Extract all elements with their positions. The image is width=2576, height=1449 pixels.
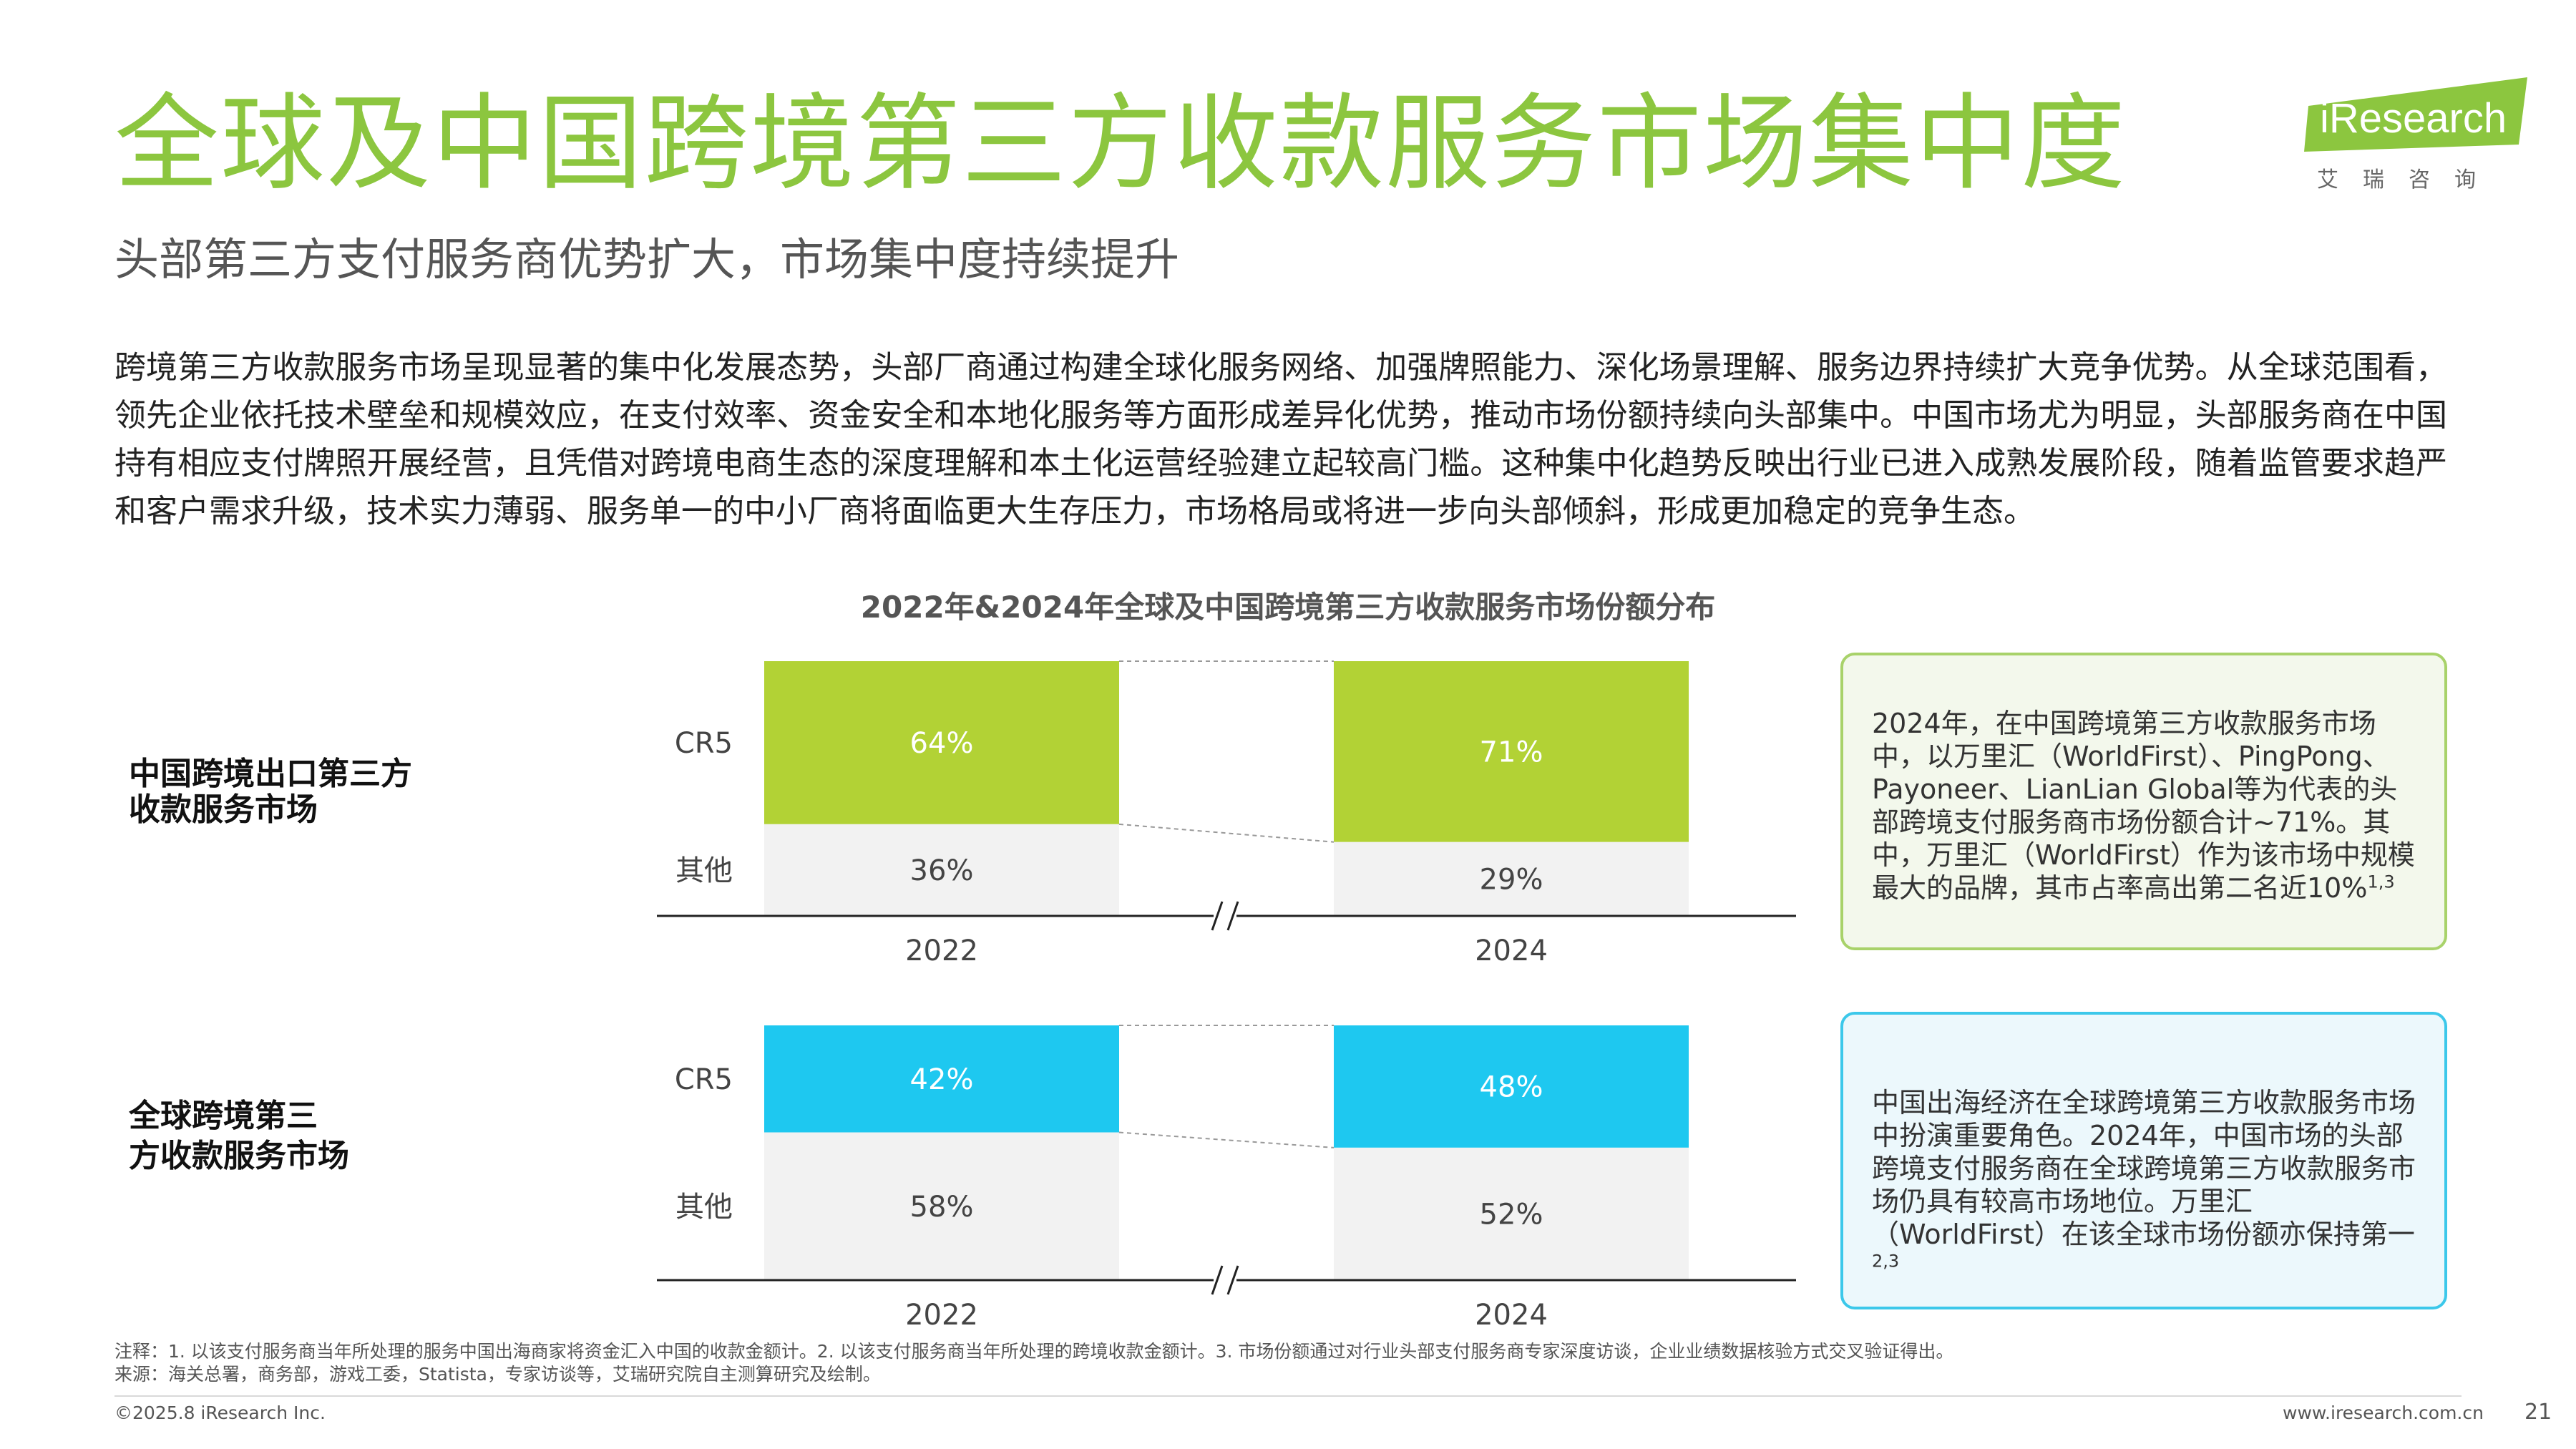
footnote: 注释：1. 以该支付服务商当年所处理的服务中国出海商家将资金汇入中国的收款金额计…: [114, 1340, 1953, 1386]
series-label-global-other: 其他: [675, 1191, 733, 1224]
panel-label-global-2: 方收款服务市场: [129, 1138, 349, 1174]
bar-china-other-2024: [1334, 841, 1689, 916]
bar-china-other-2022: [764, 824, 1119, 916]
callout-global-market: 中国出海经济在全球跨境第三方收款服务市场中扮演重要角色。2024年，中国市场的头…: [1840, 1012, 2447, 1309]
panel-label-china-1: 中国跨境出口第三方: [129, 756, 412, 792]
chart-title: 2022年&2024年全球及中国跨境第三方收款服务市场份额分布: [860, 590, 1716, 625]
website-link[interactable]: www.iresearch.com.cn: [2283, 1402, 2484, 1423]
bar-global-cr5-2022: [764, 1025, 1119, 1133]
page-number: 21: [2524, 1400, 2552, 1425]
copyright: ©2025.8 iResearch Inc.: [114, 1402, 326, 1423]
label-global-cr5-2022: 42%: [910, 1063, 974, 1096]
iresearch-logo: iResearch 艾瑞咨询: [2304, 77, 2533, 192]
connector-mid-global: [1118, 1131, 1335, 1148]
logo-text: iResearch: [2320, 95, 2507, 142]
label-global-other-2024: 52%: [1480, 1198, 1543, 1231]
body-paragraph: 跨境第三方收款服务市场呈现显著的集中化发展态势，头部厂商通过构建全球化服务网络、…: [114, 349, 2447, 530]
bar-global-other-2022: [764, 1132, 1119, 1280]
page-title: 全球及中国跨境第三方收款服务市场集中度: [114, 83, 2127, 205]
bar-china-cr5-2024: [1334, 661, 1689, 842]
x-tick-china-2024: 2024: [1475, 935, 1548, 967]
x-tick-china-2022: 2022: [905, 935, 978, 967]
axis-break-a-china: [1211, 901, 1224, 931]
panel-label-china-2: 收款服务市场: [129, 791, 318, 828]
connector-mid-china: [1118, 823, 1335, 843]
label-china-other-2024: 29%: [1480, 863, 1543, 896]
bar-global-cr5-2024: [1334, 1025, 1689, 1148]
series-label-global-cr5: CR5: [675, 1063, 733, 1096]
axis-break-b-global: [1226, 1265, 1239, 1295]
bar-china-cr5-2022: [764, 661, 1119, 824]
callout-china-sup: 1,3: [2367, 872, 2395, 892]
label-china-cr5-2022: 64%: [910, 727, 974, 760]
x-tick-global-2024: 2024: [1475, 1299, 1548, 1331]
bar-global-other-2024: [1334, 1147, 1689, 1280]
series-label-china-other: 其他: [675, 854, 733, 887]
series-label-china-cr5: CR5: [675, 727, 733, 760]
footnote-source: 来源：海关总署，商务部，游戏工委，Statista，专家访谈等，艾瑞研究院自主测…: [114, 1364, 881, 1385]
logo-cn-text: 艾瑞咨询: [2317, 167, 2500, 192]
panel-label-global-1: 全球跨境第三: [128, 1098, 318, 1134]
callout-china-text: 2024年，在中国跨境第三方收款服务市场中，以万里汇（WorldFirst）、P…: [1872, 708, 2415, 904]
footer-divider: [114, 1395, 2462, 1397]
x-tick-global-2022: 2022: [905, 1299, 978, 1331]
label-china-other-2022: 36%: [910, 854, 974, 887]
label-china-cr5-2024: 71%: [1480, 736, 1543, 769]
label-global-other-2022: 58%: [910, 1191, 974, 1224]
label-global-cr5-2024: 48%: [1480, 1070, 1543, 1103]
axis-break-a-global: [1211, 1265, 1224, 1295]
page-subtitle: 头部第三方支付服务商优势扩大，市场集中度持续提升: [114, 233, 1180, 286]
footnote-note: 注释：1. 以该支付服务商当年所处理的服务中国出海商家将资金汇入中国的收款金额计…: [114, 1341, 1954, 1362]
callout-global-text: 中国出海经济在全球跨境第三方收款服务市场中扮演重要角色。2024年，中国市场的头…: [1872, 1087, 2416, 1250]
axis-break-b-china: [1226, 901, 1239, 931]
callout-global-sup: 2,3: [1872, 1251, 1900, 1272]
callout-china-market: 2024年，在中国跨境第三方收款服务市场中，以万里汇（WorldFirst）、P…: [1840, 653, 2447, 950]
